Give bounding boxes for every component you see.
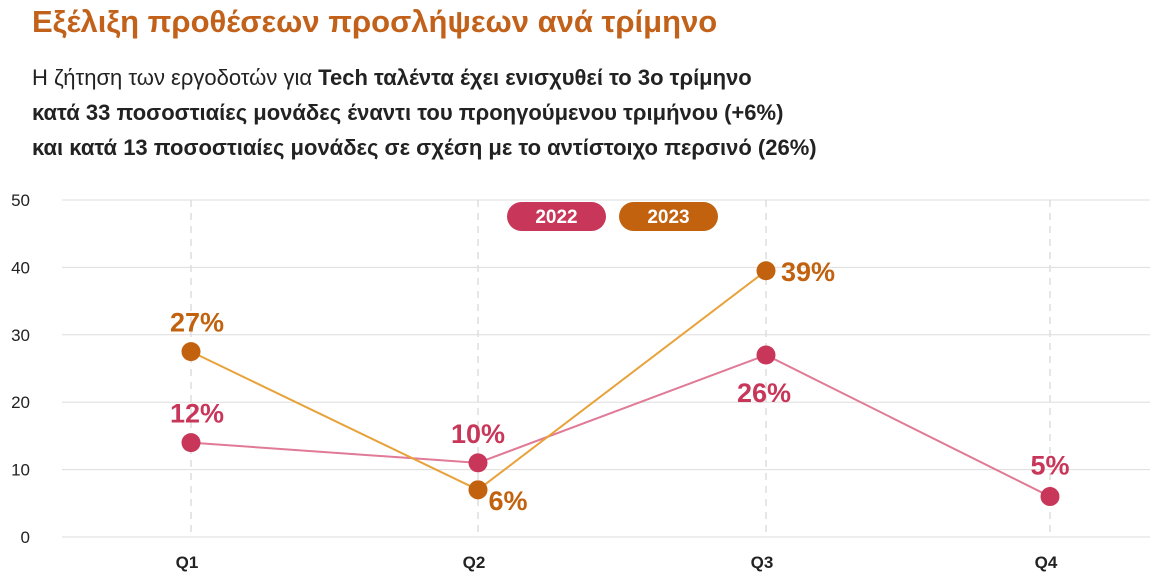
chart-title: Εξέλιξη προθέσεων προσλήψεων ανά τρίμηνο	[32, 4, 718, 39]
y-tick-label-20: 20	[11, 393, 30, 412]
grid-layer	[62, 199, 1150, 538]
y-tick-label-30: 30	[11, 326, 30, 345]
x-tick-label-q3: Q3	[751, 553, 774, 572]
y-tick-label-40: 40	[11, 258, 30, 277]
series-lines	[190, 269, 1051, 498]
legend-label-2023: 2023	[647, 207, 689, 228]
data-label-2022-q2: 10%	[451, 419, 505, 449]
y-tick-label-10: 10	[11, 461, 30, 480]
x-tick-label-q2: Q2	[463, 553, 486, 572]
x-tick-label-q1: Q1	[176, 553, 199, 572]
data-labels: 12% 10% 26% 5% 27% 6% 39%	[170, 257, 1070, 516]
legend-pill-2023	[619, 202, 718, 231]
data-point-2023-q2	[468, 480, 488, 500]
chart-subtitle: Η ζήτηση των εργοδοτών για Tech ταλέντα …	[32, 60, 817, 165]
data-label-2023-q2: 6%	[488, 486, 527, 516]
y-tick-label-50: 50	[11, 191, 30, 210]
y-tick-label-0: 0	[21, 528, 30, 547]
data-label-2022-q4: 5%	[1030, 451, 1069, 481]
data-label-2023-q3: 39%	[781, 257, 835, 287]
subtitle-line1-bold: Tech ταλέντα έχει ενισχυθεί το 3ο τρίμην…	[318, 65, 752, 90]
axis-layer: 0 10 20 30 40 50 Q1 Q2 Q3 Q4	[11, 191, 1058, 572]
subtitle-line2: κατά 33 ποσοστιαίες μονάδες έναντι του π…	[32, 100, 784, 125]
data-point-2022-q1	[181, 433, 201, 453]
subtitle-line3: και κατά 13 ποσοστιαίες μονάδες σε σχέση…	[32, 135, 817, 160]
data-point-2023-q1	[181, 342, 201, 362]
data-points	[181, 261, 1060, 507]
data-point-2023-q3	[756, 261, 776, 281]
x-tick-label-q4: Q4	[1035, 553, 1058, 572]
data-point-2022-q4	[1040, 487, 1060, 507]
subtitle-line1-normal: Η ζήτηση των εργοδοτών για	[32, 65, 319, 90]
legend-label-2022: 2022	[535, 207, 577, 228]
legend-pill-2022	[507, 202, 606, 231]
data-label-2023-q1: 27%	[170, 308, 224, 338]
data-point-2022-q3	[756, 345, 776, 365]
series-line-2022	[190, 353, 1051, 498]
legend: 2022 2023	[507, 202, 718, 231]
data-label-2022-q1: 12%	[170, 399, 224, 429]
data-point-2022-q2	[468, 453, 488, 473]
data-label-2022-q3: 26%	[737, 378, 791, 408]
